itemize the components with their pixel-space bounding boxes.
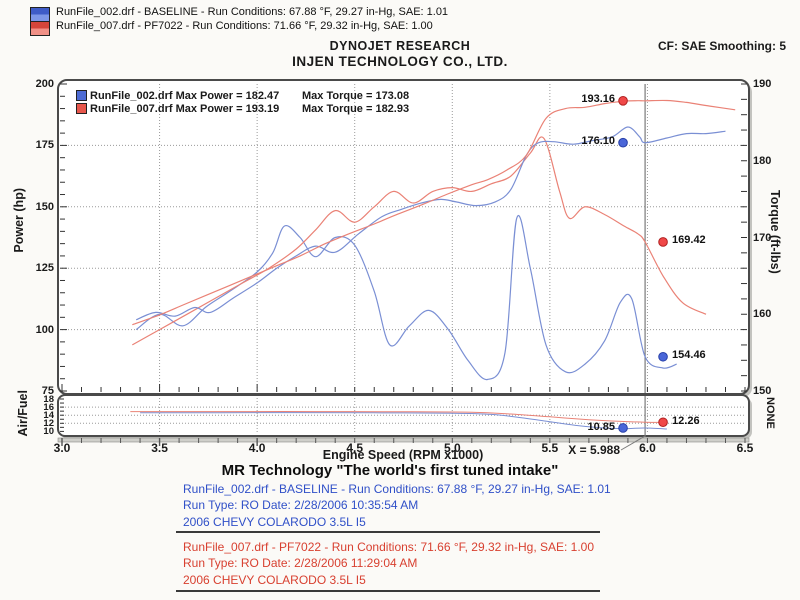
pf7022-run-info: RunFile_007.drf - PF7022 - Run Condition… [183,539,653,588]
torque-tick-180: 180 [753,154,772,167]
red-torque-marker-dot [658,237,668,247]
torque-axis-title: Torque (ft-lbs) [768,190,782,274]
baseline-curve-swatch [76,90,87,101]
power-value-label-176.10: 176.10 [581,134,616,147]
pf7022-run-conditions: RunFile_007.drf - PF7022 - Run Condition… [183,540,595,554]
legend-row-baseline: RunFile_002.drf Max Power = 182.47 Max T… [76,89,409,102]
rpm-tick-5.0: 5.0 [443,441,461,455]
run-separator-line-2 [176,590,600,592]
rpm-tick-3.5: 3.5 [151,441,168,455]
torque-value-label-154.46: 154.46 [672,348,706,361]
power-tick-175: 175 [35,139,54,152]
rpm-tick-6.0: 6.0 [639,441,656,455]
correction-factor-label: CF: SAE Smoothing: 5 [658,39,786,53]
pf7022-vehicle: 2006 CHEVY COLARODO 3.5L I5 [183,572,366,587]
rpm-tick-4.5: 4.5 [346,441,364,455]
rpm-tick-3.0: 3.0 [53,441,71,455]
baseline-run-conditions: RunFile_002.drf - BASELINE - Run Conditi… [183,482,611,496]
rpm-tick-4.0: 4.0 [248,441,266,455]
torque-tick-170: 170 [753,231,772,244]
baseline-legend-label: RunFile_002.drf - BASELINE - Run Conditi… [56,6,449,18]
baseline-airfuel-curve [140,412,667,430]
baseline-power-curve [135,126,726,321]
dynojet-brand-title: DYNOJET RESEARCH [329,39,471,53]
power-axis-title: Power (hp) [12,188,26,253]
power-tick-125: 125 [35,262,54,275]
engine-speed-axis-label: Engine Speed (RPM x1000) [322,448,484,462]
rpm-tick-5.5: 5.5 [541,441,559,455]
blue-torque-marker-dot [658,351,668,362]
torque-tick-150: 150 [753,385,772,397]
pf7022-max-power: RunFile_007.drf Max Power = 193.19 [90,102,280,115]
pf7022-power-curve [132,99,736,326]
blue-airfuel-marker-dot [618,423,628,433]
legend-row-pf7022: RunFile_007.drf Max Power = 193.19 Max T… [76,102,409,115]
red-airfuel-marker-dot [658,417,668,428]
airfuel-tick-14: 14 [43,410,54,422]
torque-value-label-169.42: 169.42 [672,233,706,246]
rpm-tick-6.5: 6.5 [736,441,754,455]
torque-tick-190: 190 [753,78,772,90]
baseline-max-power: RunFile_002.drf Max Power = 182.47 [90,89,280,102]
none-axis-title: NONE [764,397,776,429]
pf7022-max-torque: Max Torque = 182.93 [302,102,410,115]
mr-technology-tagline: MR Technology "The world's first tuned i… [221,462,559,479]
pf7022-legend-label: RunFile_007.drf - PF7022 - Run Condition… [56,20,433,32]
max-power-torque-legend: RunFile_002.drf Max Power = 182.47 Max T… [76,89,409,115]
power-value-label-193.16: 193.16 [581,92,616,105]
baseline-vehicle: 2006 CHEVY COLARODO 3.5L I5 [183,514,366,529]
baseline-run-type-date: Run Type: RO Date: 2/28/2006 10:35:54 AM [183,498,419,513]
baseline-run-info: RunFile_002.drf - BASELINE - Run Conditi… [183,481,653,530]
airfuel-value-label-12.26: 12.26 [672,415,700,428]
pf7022-run-type-date: Run Type: RO Date: 2/28/2006 11:29:04 AM [183,556,418,571]
x-axis-bar [57,437,750,443]
airfuel-value-label-10.85: 10.85 [587,420,616,433]
pf7022-legend-swatch [30,21,50,36]
airfuel-tick-12: 12 [43,418,54,430]
airfuel-tick-16: 16 [43,402,54,414]
power-tick-75: 75 [41,385,54,397]
baseline-torque-curve [135,215,677,381]
pf7022-airfuel-curve [130,411,667,423]
power-tick-200: 200 [35,78,54,90]
blue-power-marker-dot [618,137,628,148]
power-tick-150: 150 [35,200,54,213]
pf7022-curve-swatch [76,103,87,114]
airfuel-axis-title: Air/Fuel [16,390,30,437]
run-separator-line-1 [176,531,600,533]
cursor-leader-line [620,435,646,451]
baseline-max-torque: Max Torque = 173.08 [302,89,410,102]
torque-tick-160: 160 [753,308,772,321]
cursor-x-readout: X = 5.988 [568,443,620,457]
company-title: INJEN TECHNOLOGY CO., LTD. [292,54,508,69]
airfuel-tick-18: 18 [43,394,54,405]
airfuel-tick-10: 10 [43,426,54,438]
power-tick-100: 100 [35,323,54,336]
red-power-marker-dot [618,95,628,106]
